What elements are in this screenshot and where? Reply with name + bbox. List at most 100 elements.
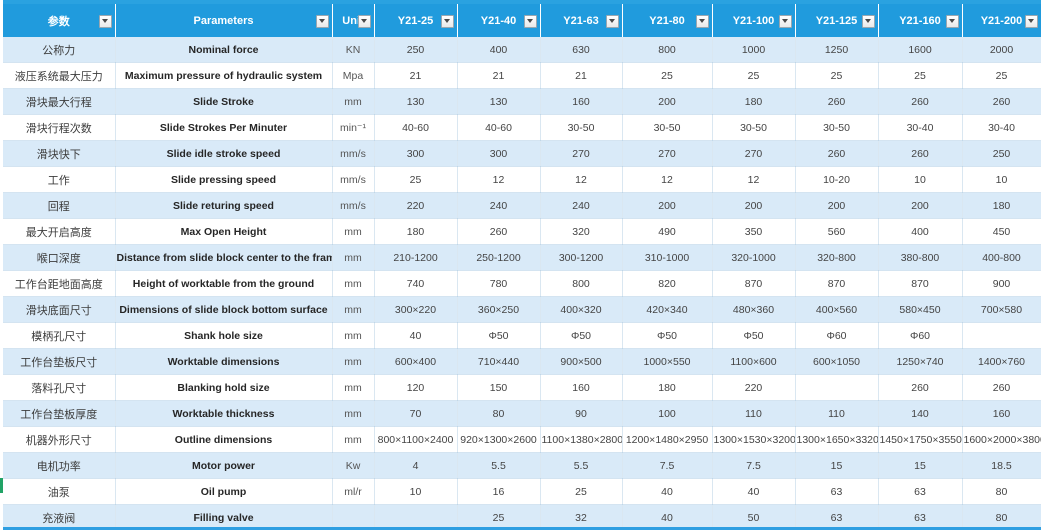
cell-value-y21-160[interactable]: 380-800 xyxy=(878,244,963,271)
cell-value-y21-160[interactable]: 580×450 xyxy=(878,296,963,323)
cell-unit[interactable]: Mpa xyxy=(332,62,375,89)
header-cell-model-y21-125[interactable]: Y21-125 xyxy=(795,0,879,37)
cell-value-y21-100[interactable]: 110 xyxy=(712,400,796,427)
cell-value-y21-125[interactable]: Φ60 xyxy=(795,322,879,349)
cell-value-y21-63[interactable]: 1100×1380×2800 xyxy=(540,426,623,453)
filter-dropdown-icon[interactable] xyxy=(98,14,112,28)
cell-value-y21-63[interactable]: 25 xyxy=(540,478,623,505)
cell-value-y21-80[interactable]: 800 xyxy=(622,37,713,63)
cell-value-y21-25[interactable] xyxy=(374,504,458,530)
cell-value-y21-80[interactable]: 40 xyxy=(622,478,713,505)
cell-value-y21-40[interactable]: 130 xyxy=(457,88,541,115)
cell-param-en[interactable]: Distance from slide block center to the … xyxy=(115,244,333,271)
cell-value-y21-200[interactable]: 10 xyxy=(962,166,1041,193)
cell-value-y21-80[interactable]: 7.5 xyxy=(622,452,713,479)
cell-value-y21-63[interactable]: 30-50 xyxy=(540,114,623,141)
cell-value-y21-63[interactable]: Φ50 xyxy=(540,322,623,349)
cell-value-y21-25[interactable]: 740 xyxy=(374,270,458,297)
cell-value-y21-125[interactable]: 1300×1650×3320 xyxy=(795,426,879,453)
cell-value-y21-125[interactable]: 63 xyxy=(795,478,879,505)
cell-param-en[interactable]: Max Open Height xyxy=(115,218,333,245)
cell-value-y21-80[interactable]: 200 xyxy=(622,192,713,219)
cell-value-y21-125[interactable]: 320-800 xyxy=(795,244,879,271)
cell-value-y21-25[interactable]: 300×220 xyxy=(374,296,458,323)
cell-value-y21-80[interactable]: 100 xyxy=(622,400,713,427)
cell-value-y21-40[interactable]: 920×1300×2600 xyxy=(457,426,541,453)
cell-param-zh[interactable]: 液压系统最大压力 xyxy=(3,62,116,89)
cell-value-y21-200[interactable] xyxy=(962,322,1041,349)
cell-value-y21-40[interactable]: 710×440 xyxy=(457,348,541,375)
cell-value-y21-80[interactable]: 30-50 xyxy=(622,114,713,141)
cell-value-y21-63[interactable]: 21 xyxy=(540,62,623,89)
cell-value-y21-40[interactable]: 25 xyxy=(457,504,541,530)
cell-param-en[interactable]: Slide Strokes Per Minuter xyxy=(115,114,333,141)
cell-value-y21-200[interactable]: 160 xyxy=(962,400,1041,427)
cell-value-y21-100[interactable]: 25 xyxy=(712,62,796,89)
cell-value-y21-63[interactable]: 300-1200 xyxy=(540,244,623,271)
cell-value-y21-100[interactable]: 180 xyxy=(712,88,796,115)
cell-value-y21-25[interactable]: 4 xyxy=(374,452,458,479)
cell-value-y21-25[interactable]: 220 xyxy=(374,192,458,219)
header-cell-model-y21-25[interactable]: Y21-25 xyxy=(374,0,458,37)
cell-param-zh[interactable]: 最大开启高度 xyxy=(3,218,116,245)
cell-param-en[interactable]: Worktable thickness xyxy=(115,400,333,427)
cell-param-zh[interactable]: 电机功率 xyxy=(3,452,116,479)
filter-dropdown-icon[interactable] xyxy=(778,14,792,28)
cell-value-y21-125[interactable]: 10-20 xyxy=(795,166,879,193)
cell-value-y21-40[interactable]: 12 xyxy=(457,166,541,193)
cell-value-y21-63[interactable]: 800 xyxy=(540,270,623,297)
cell-value-y21-40[interactable]: 400 xyxy=(457,37,541,63)
header-cell-model-y21-160[interactable]: Y21-160 xyxy=(878,0,963,37)
cell-value-y21-160[interactable]: 25 xyxy=(878,62,963,89)
cell-value-y21-100[interactable]: 12 xyxy=(712,166,796,193)
cell-unit[interactable]: mm xyxy=(332,426,375,453)
cell-value-y21-25[interactable]: 21 xyxy=(374,62,458,89)
cell-value-y21-160[interactable]: 1250×740 xyxy=(878,348,963,375)
cell-value-y21-160[interactable]: 1450×1750×3550 xyxy=(878,426,963,453)
cell-value-y21-100[interactable]: 30-50 xyxy=(712,114,796,141)
cell-param-zh[interactable]: 滑块底面尺寸 xyxy=(3,296,116,323)
cell-value-y21-160[interactable]: 200 xyxy=(878,192,963,219)
cell-value-y21-80[interactable]: 1200×1480×2950 xyxy=(622,426,713,453)
cell-value-y21-200[interactable]: 1400×760 xyxy=(962,348,1041,375)
cell-value-y21-40[interactable]: 360×250 xyxy=(457,296,541,323)
cell-unit[interactable]: mm xyxy=(332,374,375,401)
cell-value-y21-80[interactable]: 25 xyxy=(622,62,713,89)
cell-value-y21-160[interactable]: Φ60 xyxy=(878,322,963,349)
cell-param-en[interactable]: Shank hole size xyxy=(115,322,333,349)
cell-param-zh[interactable]: 滑块快下 xyxy=(3,140,116,167)
cell-unit[interactable]: ml/r xyxy=(332,478,375,505)
cell-value-y21-40[interactable]: 150 xyxy=(457,374,541,401)
cell-value-y21-160[interactable]: 30-40 xyxy=(878,114,963,141)
cell-unit[interactable]: mm/s xyxy=(332,192,375,219)
cell-value-y21-125[interactable]: 400×560 xyxy=(795,296,879,323)
cell-param-en[interactable]: Blanking hold size xyxy=(115,374,333,401)
cell-param-en[interactable]: Motor power xyxy=(115,452,333,479)
cell-value-y21-100[interactable]: 7.5 xyxy=(712,452,796,479)
cell-value-y21-25[interactable]: 40 xyxy=(374,322,458,349)
cell-value-y21-63[interactable]: 240 xyxy=(540,192,623,219)
cell-value-y21-200[interactable]: 1600×2000×3800 xyxy=(962,426,1041,453)
cell-value-y21-100[interactable]: 1300×1530×3200 xyxy=(712,426,796,453)
cell-value-y21-200[interactable]: 700×580 xyxy=(962,296,1041,323)
cell-value-y21-25[interactable]: 70 xyxy=(374,400,458,427)
cell-param-zh[interactable]: 工作台垫板尺寸 xyxy=(3,348,116,375)
cell-value-y21-40[interactable]: Φ50 xyxy=(457,322,541,349)
header-cell-model-y21-200[interactable]: Y21-200 xyxy=(962,0,1041,37)
cell-value-y21-100[interactable]: 270 xyxy=(712,140,796,167)
cell-value-y21-100[interactable]: 320-1000 xyxy=(712,244,796,271)
cell-value-y21-63[interactable]: 160 xyxy=(540,88,623,115)
filter-dropdown-icon[interactable] xyxy=(861,14,875,28)
cell-value-y21-200[interactable]: 400-800 xyxy=(962,244,1041,271)
cell-value-y21-40[interactable]: 250-1200 xyxy=(457,244,541,271)
cell-value-y21-125[interactable]: 15 xyxy=(795,452,879,479)
cell-value-y21-100[interactable]: 200 xyxy=(712,192,796,219)
cell-value-y21-80[interactable]: 40 xyxy=(622,504,713,530)
cell-unit[interactable]: mm xyxy=(332,296,375,323)
cell-value-y21-25[interactable]: 180 xyxy=(374,218,458,245)
cell-unit[interactable]: mm xyxy=(332,244,375,271)
cell-value-y21-200[interactable]: 18.5 xyxy=(962,452,1041,479)
cell-param-en[interactable]: Maximum pressure of hydraulic system xyxy=(115,62,333,89)
cell-value-y21-125[interactable]: 30-50 xyxy=(795,114,879,141)
cell-value-y21-63[interactable]: 320 xyxy=(540,218,623,245)
